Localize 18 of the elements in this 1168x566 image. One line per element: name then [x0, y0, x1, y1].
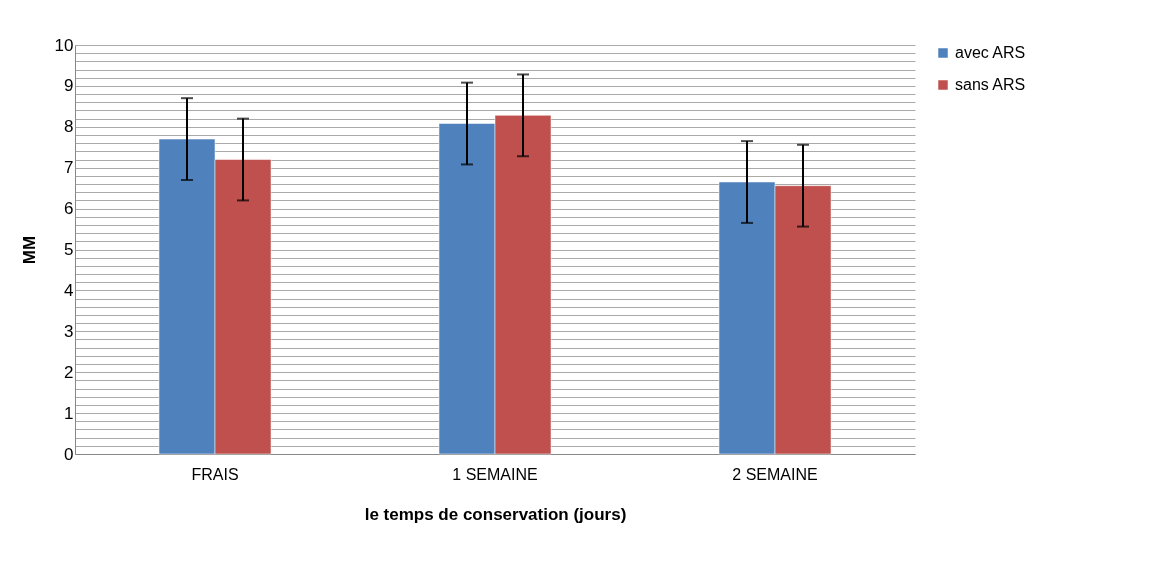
y-tick-label: 1	[64, 403, 74, 423]
y-tick-label: 6	[64, 199, 74, 219]
legend-label: sans ARS	[955, 76, 1026, 93]
y-tick-label: 3	[64, 321, 74, 341]
x-axis-title: le temps de conservation (jours)	[364, 504, 627, 524]
x-tick-label: FRAIS	[191, 465, 239, 483]
x-tick-label: 1 SEMAINE	[452, 465, 538, 483]
y-axis-title: MM	[19, 235, 39, 265]
y-tick-label: 5	[64, 240, 74, 259]
x-tick-label: 2 SEMAINE	[732, 465, 818, 483]
y-tick-label: 10	[54, 35, 74, 55]
legend-label: avec ARS	[955, 44, 1026, 61]
y-tick-label: 8	[64, 117, 74, 137]
y-tick-label: 0	[64, 444, 74, 464]
y-tick-label: 2	[64, 362, 74, 382]
y-tick-label: 7	[64, 158, 74, 178]
y-tick-label: 9	[64, 76, 74, 96]
y-tick-label: 4	[64, 280, 74, 300]
